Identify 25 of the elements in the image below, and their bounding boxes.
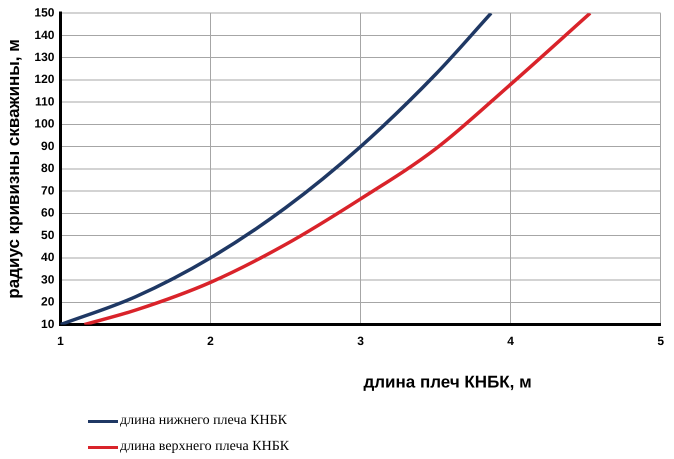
y-tick-label: 10: [41, 316, 55, 331]
y-axis-title: радиус кривизны скважины, м: [4, 39, 23, 299]
x-tick-label: 3: [357, 334, 364, 348]
x-tick-label: 5: [657, 334, 664, 348]
y-tick-label: 50: [41, 228, 55, 242]
y-tick-label: 20: [41, 294, 55, 309]
y-tick-label: 30: [41, 272, 55, 286]
y-tick-label: 40: [41, 250, 55, 264]
y-tick-label: 150: [34, 6, 55, 20]
legend-label: длина нижнего плеча КНБК: [120, 413, 287, 429]
y-tick-label: 90: [41, 138, 55, 153]
x-tick-label: 4: [507, 334, 514, 348]
y-tick-label: 60: [41, 206, 55, 220]
x-tick-label: 2: [207, 334, 214, 348]
y-tick-label: 70: [41, 183, 55, 198]
y-tick-label: 110: [35, 94, 55, 108]
y-tick-label: 120: [34, 72, 55, 86]
y-tick-label: 100: [34, 116, 55, 131]
y-tick-label: 140: [34, 28, 55, 42]
y-tick-label: 80: [41, 161, 55, 176]
line-series: [82, 13, 592, 325]
x-axis-title: длина плеч КНБК, м: [363, 372, 532, 392]
x-tick-label: 1: [57, 334, 64, 348]
y-tick-label: 130: [34, 50, 55, 64]
legend-label: длина верхнего плеча КНБК: [120, 439, 290, 455]
